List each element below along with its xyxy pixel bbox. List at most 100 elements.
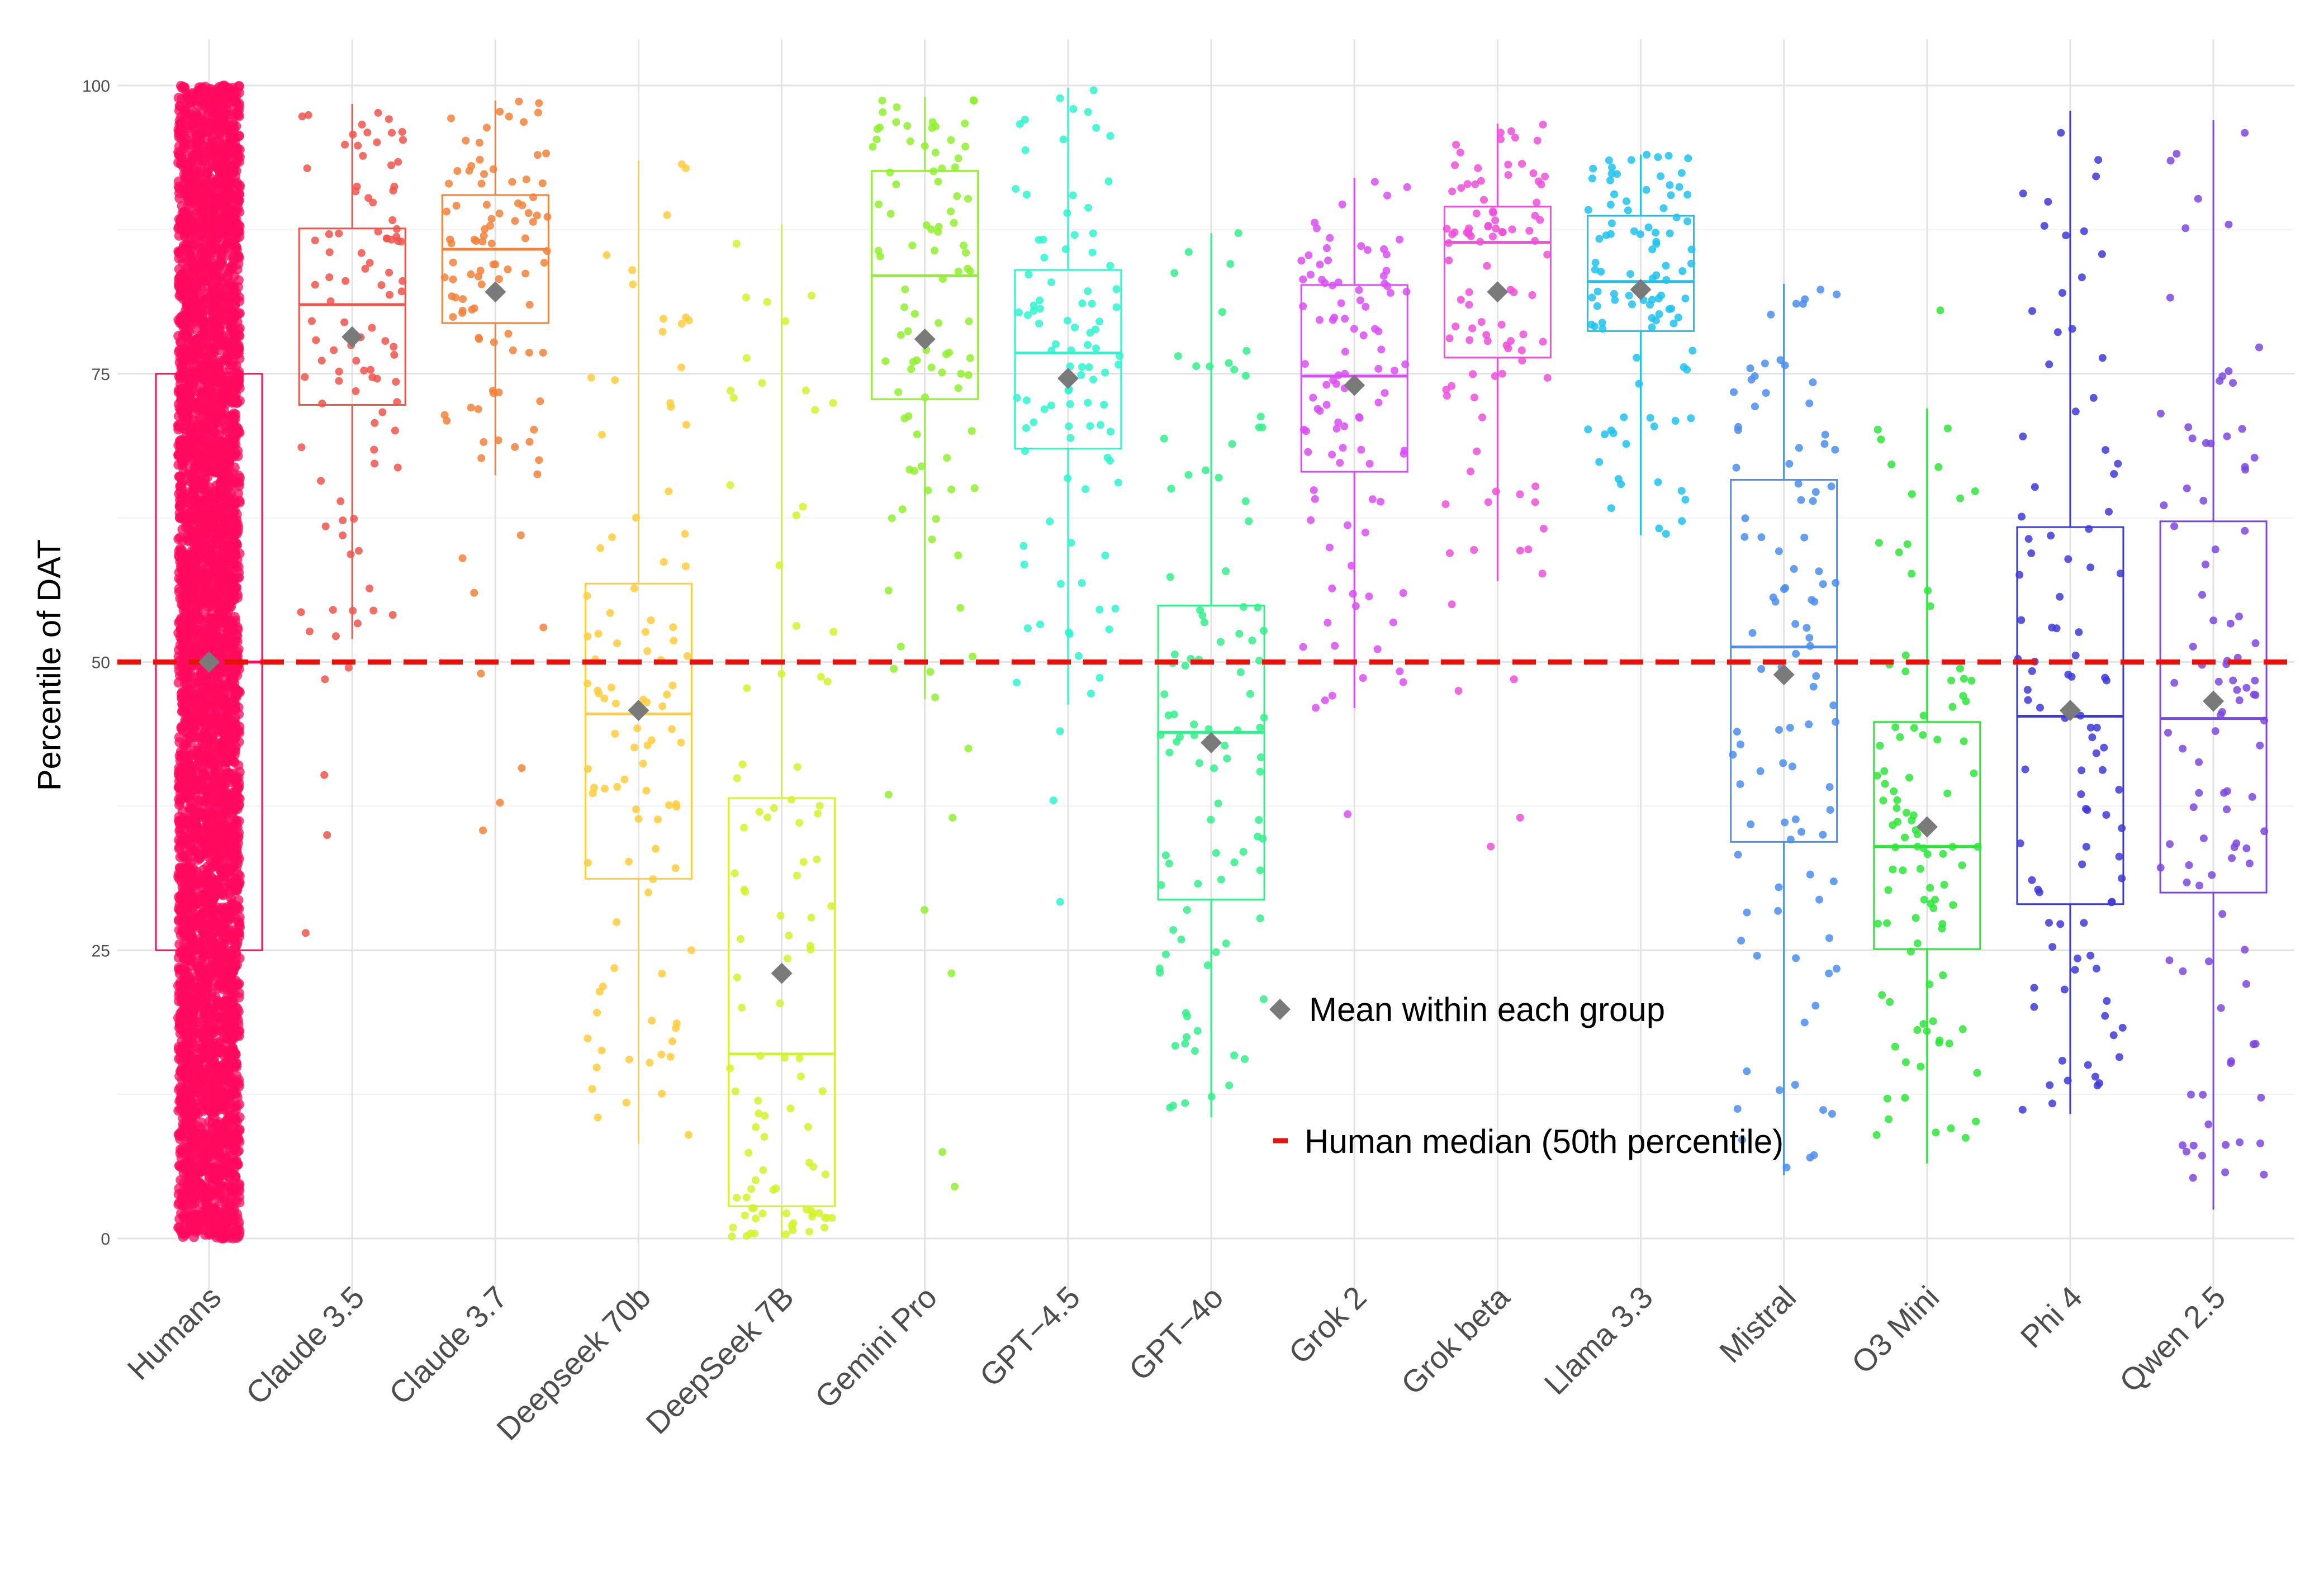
jitter-point [176, 1145, 186, 1155]
jitter-point [199, 809, 209, 819]
jitter-point [225, 140, 235, 150]
jitter-point [173, 534, 183, 544]
jitter-point [234, 157, 244, 167]
jitter-point [210, 1072, 220, 1082]
jitter-point [221, 206, 231, 216]
jitter-point [185, 101, 195, 111]
jitter-point [178, 1113, 188, 1123]
jitter-point [210, 1002, 220, 1012]
jitter-point [185, 443, 195, 453]
jitter-point [231, 629, 241, 639]
jitter-point [173, 422, 183, 432]
jitter-point [226, 304, 236, 314]
jitter-point [176, 765, 186, 775]
jitter-point [234, 779, 244, 789]
jitter-point [234, 1180, 244, 1190]
jitter-point [234, 1019, 244, 1029]
jitter-point [234, 1079, 244, 1089]
jitter-point [179, 706, 189, 716]
jitter-point [177, 503, 187, 513]
jitter-point [214, 1132, 224, 1142]
jitter-point [174, 988, 184, 998]
jitter-point [180, 131, 190, 141]
jitter-point [222, 543, 233, 553]
jitter-point [197, 1070, 207, 1080]
jitter-point [183, 928, 193, 938]
jitter-point [193, 870, 203, 880]
jitter-point [205, 557, 215, 567]
jitter-point [185, 796, 195, 806]
jitter-point [193, 553, 203, 563]
jitter-point [176, 544, 186, 554]
grid-layer [117, 39, 2294, 1296]
jitter-point [221, 1145, 231, 1155]
jitter-point [230, 1171, 240, 1181]
jitter-point [230, 214, 240, 224]
jitter-point [175, 1015, 185, 1025]
jitter-point [185, 250, 195, 260]
jitter-point [174, 732, 184, 742]
jitter-point [192, 939, 202, 950]
jitter-point [178, 82, 188, 92]
jitter-point [207, 412, 217, 422]
jitter-point [202, 258, 212, 268]
jitter-point [174, 450, 184, 460]
jitter-point [202, 570, 212, 580]
jitter-point [188, 150, 198, 160]
jitter-point [197, 191, 207, 201]
jitter-point [206, 1045, 216, 1055]
jitter-point [235, 877, 245, 888]
jitter-point [234, 1146, 244, 1156]
jitter-point [174, 904, 184, 914]
jitter-point [177, 865, 187, 875]
jitter-point [233, 526, 243, 536]
jitter-point [220, 292, 230, 302]
jitter-point [229, 574, 239, 584]
jitter-point [174, 965, 184, 975]
jitter-point [218, 1027, 228, 1037]
jitter-point [235, 473, 245, 483]
jitter-point [212, 109, 222, 119]
jitter-point [205, 833, 215, 843]
jitter-point [191, 409, 201, 419]
jitter-point [205, 599, 215, 609]
jitter-point [200, 503, 210, 513]
jitter-point [197, 82, 207, 92]
jitter-point [186, 1142, 196, 1152]
jitter-point [190, 305, 200, 315]
jitter-point [197, 388, 207, 398]
jitter-point [186, 512, 196, 523]
jitter-point [227, 969, 237, 979]
jitter-point [233, 110, 243, 120]
jitter-point [233, 1159, 243, 1169]
jitter-point [174, 1130, 184, 1140]
jitter-point [175, 1104, 185, 1114]
jitter-point [232, 1127, 242, 1137]
jitter-point [187, 1031, 197, 1041]
jitter-point [216, 596, 226, 606]
jitter-point [187, 120, 197, 130]
jitter-point [174, 1045, 184, 1055]
jitter-point [214, 215, 224, 225]
jitter-point [208, 906, 218, 916]
jitter-point [186, 526, 196, 536]
jitter-point [225, 998, 235, 1008]
jitter-point [231, 1089, 241, 1099]
jitter-point [221, 1074, 231, 1084]
jitter-point [225, 181, 235, 191]
jitter-point [227, 1202, 238, 1212]
jitter-point [183, 333, 193, 343]
jitter-point [228, 642, 238, 652]
jitter-point [189, 481, 200, 491]
jitter-point [220, 619, 230, 629]
jitter-point [174, 1161, 184, 1171]
jitter-point [198, 1199, 208, 1209]
jitter-point [186, 1103, 196, 1113]
jitter-point [226, 86, 236, 96]
jitter-point [227, 283, 238, 293]
jitter-point [177, 877, 187, 888]
jitter-point [202, 472, 212, 482]
jitter-point [194, 710, 204, 720]
jitter-point [187, 586, 197, 596]
